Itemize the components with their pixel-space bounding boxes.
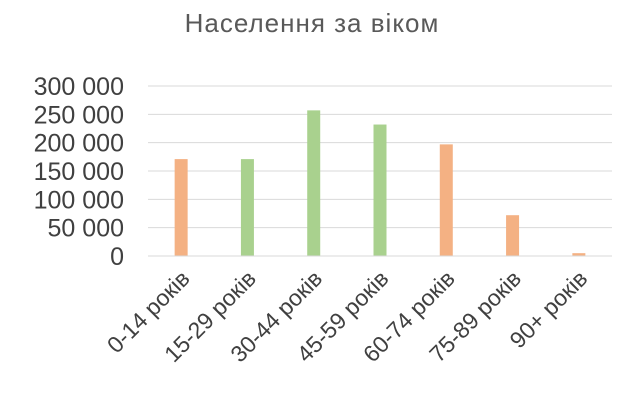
bar bbox=[373, 124, 387, 257]
bar bbox=[506, 215, 520, 256]
bar bbox=[174, 159, 188, 256]
y-tick-label: 100 000 bbox=[34, 186, 124, 214]
y-tick-label: 250 000 bbox=[34, 101, 124, 129]
y-tick-label: 200 000 bbox=[34, 130, 124, 158]
y-tick-label: 0 bbox=[110, 243, 124, 271]
y-tick-label: 150 000 bbox=[34, 158, 124, 186]
bar bbox=[307, 110, 321, 256]
bar bbox=[572, 253, 586, 256]
bars bbox=[174, 110, 586, 257]
chart-title: Населення за віком bbox=[184, 8, 440, 38]
bar bbox=[240, 159, 254, 256]
bar bbox=[439, 144, 453, 256]
y-tick-label: 300 000 bbox=[34, 73, 124, 101]
y-tick-label: 50 000 bbox=[48, 215, 124, 243]
